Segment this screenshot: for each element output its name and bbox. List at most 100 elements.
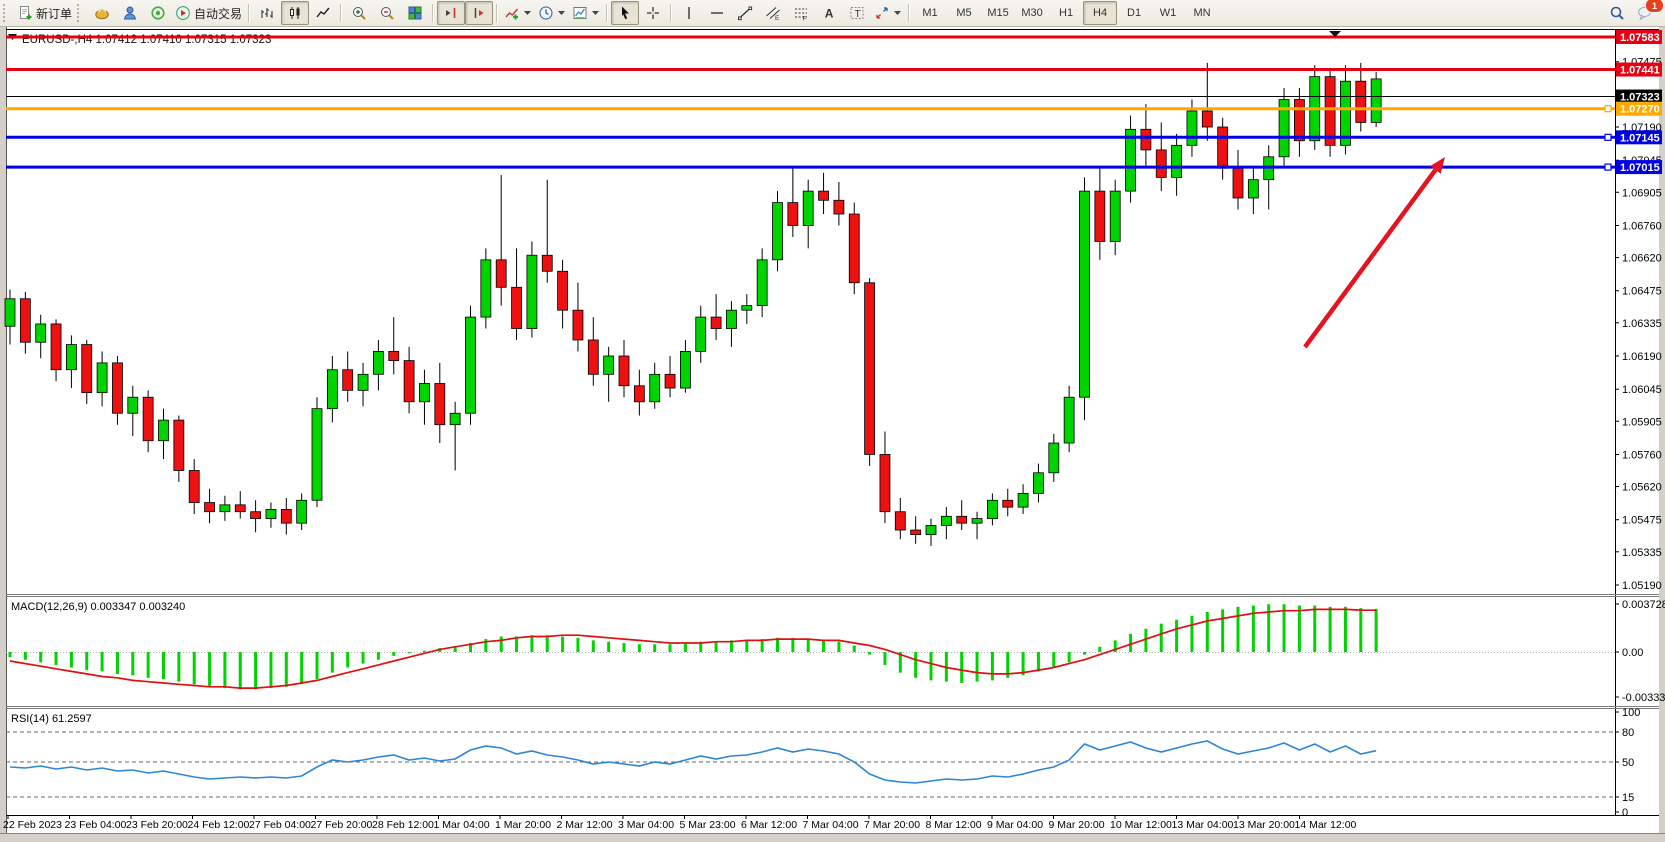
candle[interactable]: [1109, 190, 1121, 242]
candles[interactable]: [4, 62, 1382, 547]
candle[interactable]: [1125, 128, 1136, 192]
candle[interactable]: [603, 355, 615, 375]
candle[interactable]: [910, 529, 922, 536]
candle[interactable]: [802, 190, 814, 226]
candle[interactable]: [741, 305, 753, 311]
candle[interactable]: [680, 351, 691, 389]
candle[interactable]: [557, 270, 568, 311]
cursor-button[interactable]: [611, 1, 640, 25]
candle[interactable]: [1294, 99, 1305, 142]
candle[interactable]: [388, 351, 400, 361]
candle[interactable]: [50, 323, 62, 371]
candle[interactable]: [296, 499, 308, 524]
candle[interactable]: [495, 259, 507, 288]
trend-arrow[interactable]: [1303, 157, 1445, 349]
chart-candles-button[interactable]: [281, 1, 310, 25]
candle[interactable]: [465, 316, 476, 414]
candle[interactable]: [250, 511, 262, 519]
candle[interactable]: [372, 351, 384, 375]
candle[interactable]: [1155, 149, 1167, 178]
candle[interactable]: [35, 323, 47, 343]
candle[interactable]: [726, 309, 737, 329]
candle[interactable]: [204, 502, 215, 513]
horizontal-lines[interactable]: [6, 35, 1615, 171]
candle[interactable]: [894, 511, 906, 531]
candle[interactable]: [127, 396, 139, 414]
tile-windows-button[interactable]: [401, 1, 429, 25]
gold-chart-button[interactable]: [88, 1, 116, 25]
candle[interactable]: [1033, 472, 1044, 494]
candle[interactable]: [1140, 128, 1152, 151]
candle[interactable]: [1094, 190, 1106, 242]
arrows-button[interactable]: [871, 1, 905, 25]
vertical-line-button[interactable]: [675, 1, 703, 25]
chart-line-button[interactable]: [309, 1, 337, 25]
candle[interactable]: [280, 509, 292, 524]
search-button[interactable]: [1603, 1, 1631, 25]
candle[interactable]: [818, 190, 829, 201]
candle[interactable]: [1079, 190, 1090, 398]
candle[interactable]: [142, 396, 154, 442]
candle[interactable]: [848, 213, 860, 284]
candle[interactable]: [81, 344, 93, 394]
candle[interactable]: [864, 282, 875, 455]
candle[interactable]: [480, 259, 492, 318]
candle[interactable]: [173, 419, 185, 471]
line-handle[interactable]: [1604, 105, 1612, 113]
crosshair-button[interactable]: [639, 1, 667, 25]
timeframe-w1-button[interactable]: W1: [1159, 7, 1177, 19]
candle[interactable]: [787, 202, 799, 226]
timeframe-h1-button[interactable]: H1: [1059, 7, 1074, 19]
candle[interactable]: [925, 525, 937, 536]
candle[interactable]: [664, 373, 676, 389]
candle[interactable]: [1201, 110, 1213, 128]
candle[interactable]: [357, 373, 369, 391]
time-axis[interactable]: 22 Feb 2023 23 Feb 04:00 23 Feb 20:00 24 Fe…: [3, 815, 1357, 831]
template-button[interactable]: [569, 1, 603, 25]
candle[interactable]: [772, 202, 783, 261]
candle[interactable]: [618, 355, 630, 387]
text-button[interactable]: A: [815, 1, 843, 25]
candle[interactable]: [1324, 76, 1336, 146]
candle[interactable]: [541, 254, 553, 272]
horizontal-line-button[interactable]: [703, 1, 731, 25]
candle[interactable]: [695, 316, 707, 352]
auto-scroll-button[interactable]: [465, 1, 494, 25]
candle[interactable]: [1063, 396, 1075, 444]
candle[interactable]: [326, 369, 338, 410]
candle[interactable]: [1217, 126, 1229, 169]
candle[interactable]: [526, 254, 538, 329]
candle[interactable]: [158, 419, 169, 442]
candle[interactable]: [511, 286, 522, 329]
candle[interactable]: [112, 362, 123, 414]
chart-bars-button[interactable]: [253, 1, 281, 25]
timeframe-h4-button[interactable]: H4: [1083, 1, 1118, 25]
candle[interactable]: [342, 369, 354, 391]
chat-button[interactable]: 1: [1631, 0, 1664, 25]
candle[interactable]: [649, 373, 661, 403]
candle[interactable]: [19, 298, 31, 343]
candle[interactable]: [219, 504, 231, 513]
candle[interactable]: [987, 499, 998, 519]
timeframe-m5-button[interactable]: M5: [956, 7, 972, 19]
add-indicator-button[interactable]: [501, 1, 535, 25]
candle[interactable]: [449, 412, 461, 426]
fibonacci-button[interactable]: F: [787, 1, 815, 25]
accounts-button[interactable]: [116, 1, 144, 25]
candle[interactable]: [956, 515, 968, 524]
candle[interactable]: [4, 298, 16, 327]
zoom-out-button[interactable]: [373, 1, 401, 25]
candle[interactable]: [1048, 442, 1060, 474]
candle[interactable]: [879, 454, 891, 513]
candle[interactable]: [587, 339, 599, 375]
candle[interactable]: [710, 316, 722, 329]
candle[interactable]: [1247, 179, 1259, 199]
candle[interactable]: [234, 504, 246, 513]
new-order-button[interactable]: 新订单: [14, 1, 75, 25]
autotrading-button[interactable]: 自动交易: [172, 1, 245, 25]
candle[interactable]: [833, 199, 845, 215]
candle[interactable]: [434, 383, 446, 426]
candle[interactable]: [188, 470, 200, 503]
candle[interactable]: [403, 360, 415, 403]
candle[interactable]: [633, 385, 645, 403]
